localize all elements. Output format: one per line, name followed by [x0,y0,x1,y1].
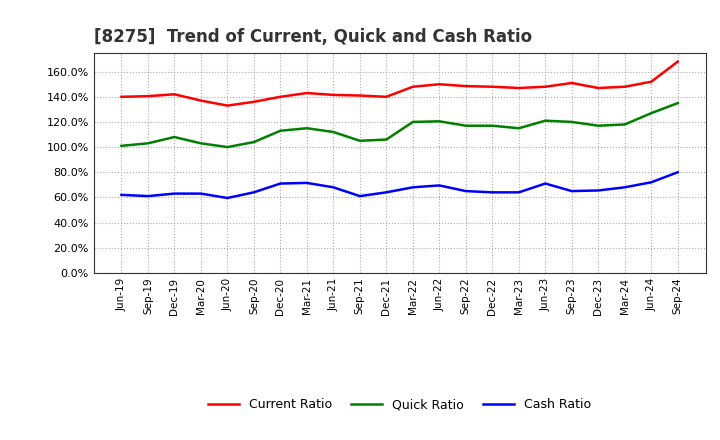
Cash Ratio [462,188,470,194]
Quick Ratio [567,119,576,125]
Cash Ratio [567,188,576,194]
Current Ratio [488,84,497,89]
Current Ratio [647,79,656,84]
Cash Ratio [408,185,417,190]
Quick Ratio [143,141,152,146]
Cash Ratio [647,180,656,185]
Quick Ratio [329,129,338,135]
Current Ratio [673,59,682,64]
Cash Ratio [515,190,523,195]
Current Ratio [197,98,205,103]
Cash Ratio [276,181,284,186]
Current Ratio [329,92,338,98]
Quick Ratio [462,123,470,128]
Quick Ratio [223,144,232,150]
Cash Ratio [673,169,682,175]
Quick Ratio [197,141,205,146]
Cash Ratio [250,190,258,195]
Line: Cash Ratio: Cash Ratio [122,172,678,198]
Quick Ratio [382,137,391,142]
Quick Ratio [117,143,126,148]
Quick Ratio [250,139,258,145]
Current Ratio [462,84,470,89]
Current Ratio [143,94,152,99]
Current Ratio [594,85,603,91]
Current Ratio [223,103,232,108]
Cash Ratio [302,180,311,186]
Quick Ratio [356,138,364,143]
Current Ratio [382,94,391,99]
Cash Ratio [223,195,232,201]
Quick Ratio [621,122,629,127]
Quick Ratio [541,118,549,123]
Cash Ratio [488,190,497,195]
Current Ratio [117,94,126,99]
Cash Ratio [594,188,603,193]
Current Ratio [250,99,258,104]
Cash Ratio [356,194,364,199]
Cash Ratio [621,185,629,190]
Quick Ratio [435,119,444,124]
Quick Ratio [673,100,682,106]
Current Ratio [276,94,284,99]
Current Ratio [515,85,523,91]
Quick Ratio [647,110,656,116]
Cash Ratio [143,194,152,199]
Quick Ratio [276,128,284,133]
Cash Ratio [329,185,338,190]
Current Ratio [302,90,311,95]
Cash Ratio [197,191,205,196]
Cash Ratio [170,191,179,196]
Cash Ratio [117,192,126,198]
Current Ratio [170,92,179,97]
Text: [8275]  Trend of Current, Quick and Cash Ratio: [8275] Trend of Current, Quick and Cash … [94,28,532,46]
Current Ratio [356,93,364,98]
Quick Ratio [408,119,417,125]
Line: Quick Ratio: Quick Ratio [122,103,678,147]
Cash Ratio [435,183,444,188]
Line: Current Ratio: Current Ratio [122,62,678,106]
Quick Ratio [594,123,603,128]
Current Ratio [567,81,576,86]
Current Ratio [435,81,444,87]
Current Ratio [541,84,549,89]
Quick Ratio [488,123,497,128]
Current Ratio [408,84,417,89]
Quick Ratio [515,125,523,131]
Legend: Current Ratio, Quick Ratio, Cash Ratio: Current Ratio, Quick Ratio, Cash Ratio [203,393,596,416]
Cash Ratio [541,181,549,186]
Current Ratio [621,84,629,89]
Quick Ratio [302,125,311,131]
Quick Ratio [170,134,179,139]
Cash Ratio [382,190,391,195]
